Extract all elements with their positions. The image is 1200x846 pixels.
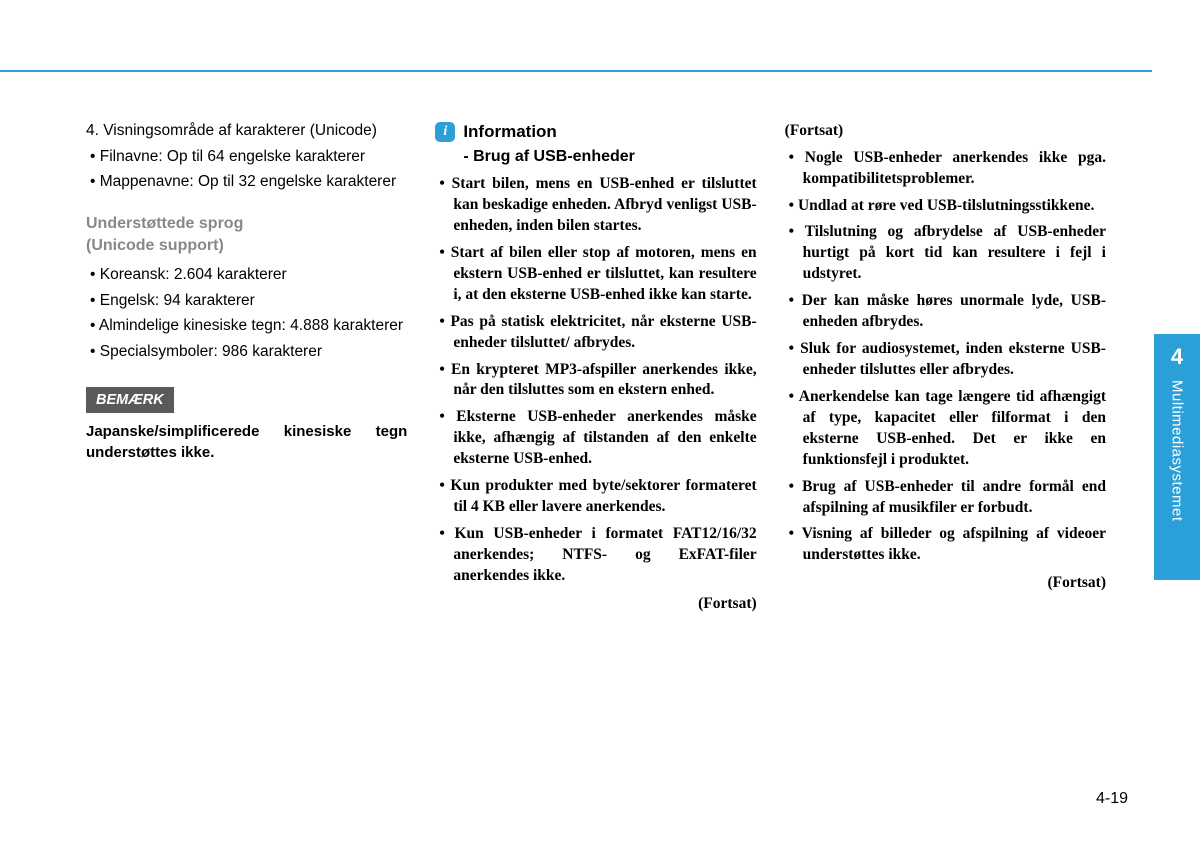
list-item: Almindelige kinesiske tegn: 4.888 karakt… [86,315,407,337]
page-body: 4. Visningsområde af karakterer (Unicode… [86,120,1106,614]
continued-marker: (Fortsat) [785,572,1106,594]
page-number: 4-19 [1096,790,1128,808]
list-item: Kun USB-enheder i formatet FAT12/16/32 a… [435,524,756,587]
list-item: Pas på statisk elektricitet, når ekstern… [435,312,756,354]
list-item: Mappenavne: Op til 32 engelske karaktere… [86,171,407,193]
list-item: Koreansk: 2.604 karakterer [86,264,407,286]
info-icon: i [435,122,455,142]
notice-text: Japanske/simplificerede kinesiske tegn u… [86,421,407,463]
language-list: Koreansk: 2.604 karakterer Engelsk: 94 k… [86,264,407,363]
information-heading: i Information [435,120,756,144]
continued-marker: (Fortsat) [435,593,756,615]
list-item: Kun produkter med byte/sektorer formater… [435,476,756,518]
information-subtitle: - Brug af USB-enheder [463,146,756,168]
column-1: 4. Visningsområde af karakterer (Unicode… [86,120,407,614]
list-item: Der kan måske høres unormale lyde, USB-e… [785,291,1106,333]
usb-info-list: Start bilen, mens en USB-enhed er tilslu… [435,174,756,587]
list-item: En krypteret MP3-afspiller anerkendes ik… [435,360,756,402]
display-area-list: 4. Visningsområde af karakterer (Unicode… [86,120,407,193]
list-item: Sluk for audiosystemet, inden eksterne U… [785,339,1106,381]
chapter-label: Multimediasystemet [1169,380,1186,522]
list-item: Visning af billeder og afspilning af vid… [785,524,1106,566]
notice-label: BEMÆRK [86,387,174,413]
list-item: Specialsymboler: 986 karakterer [86,341,407,363]
list-item: Tilslutning og afbrydelse af USB-enheder… [785,222,1106,285]
list-item: Filnavne: Op til 64 engelske karakterer [86,146,407,168]
heading-line-2: (Unicode support) [86,237,224,254]
top-accent-line [0,70,1152,72]
usb-info-list-continued: Nogle USB-enheder anerkendes ikke pga. k… [785,148,1106,567]
list-item: Start bilen, mens en USB-enhed er tilslu… [435,174,756,237]
list-item: Start af bilen eller stop af motoren, me… [435,243,756,306]
list-item: Brug af USB-enheder til andre formål end… [785,477,1106,519]
heading-line-1: Understøttede sprog [86,215,243,232]
side-tab: 4 Multimediasystemet [1154,334,1200,580]
list-item: Eksterne USB-enheder anerkendes måske ik… [435,407,756,470]
list-item: Anerkendelse kan tage længere tid afhæng… [785,387,1106,471]
list-item: Engelsk: 94 karakterer [86,290,407,312]
information-title: Information [463,120,557,144]
column-3: (Fortsat) Nogle USB-enheder anerkendes i… [785,120,1106,614]
supported-languages-heading: Understøttede sprog (Unicode support) [86,213,407,258]
chapter-number: 4 [1171,344,1183,370]
continued-marker-top: (Fortsat) [785,120,1106,142]
list-item: Undlad at røre ved USB-tilslutningsstikk… [785,196,1106,217]
column-2: i Information - Brug af USB-enheder Star… [435,120,756,614]
numbered-item-4: 4. Visningsområde af karakterer (Unicode… [86,120,407,142]
list-item: Nogle USB-enheder anerkendes ikke pga. k… [785,148,1106,190]
